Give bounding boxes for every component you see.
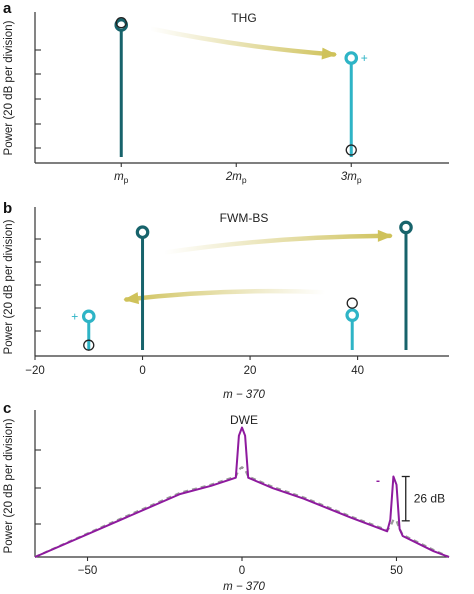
panel-a-letter: a — [3, 0, 12, 17]
panel-b-stem-marker-2 — [81, 309, 96, 324]
panel-c-bracket-label: 26 dB — [414, 492, 445, 506]
panel-a-arrow-0-head — [321, 47, 337, 60]
panel-c-series-solid — [34, 426, 450, 558]
panel-c-y-label: Power (20 dB per division) — [3, 418, 15, 553]
panel-a-y-ticks — [35, 49, 41, 149]
panel-c-lines — [34, 426, 450, 559]
panel-c-annotations: 26 dB - — [376, 474, 445, 522]
panel-a-stem-marker-1 — [344, 51, 359, 65]
panel-a-x-ticks: mp 2mp 3mp — [114, 163, 362, 185]
panel-b-x-tick-label-0: −20 — [25, 365, 45, 377]
panel-b-arrow-0-head — [377, 229, 393, 242]
panel-b-arrow-0-shaft — [161, 233, 393, 255]
panel-b-stem-marker-1 — [399, 220, 413, 235]
panel-a-open-circle-0 — [115, 16, 127, 29]
panel-a-marks: + — [114, 16, 368, 157]
panel-c-x-tick-label-1: 0 — [239, 565, 245, 577]
panel-c-x-ticks: −50 0 50 — [78, 557, 403, 577]
panel-c-y-ticks — [35, 449, 41, 525]
panel-c-title: DWE — [230, 413, 258, 427]
panel-b-x-tick-label-3: 40 — [351, 365, 364, 377]
panel-a: a THG + mp 2mp 3mp Power (20 dB per divisi… — [3, 0, 449, 185]
panel-c-x-tick-label-0: −50 — [78, 565, 98, 577]
panel-b-open-circle-0 — [83, 339, 95, 351]
panel-c-series-dashed — [34, 466, 450, 559]
panel-b-stem-marker-0 — [135, 225, 150, 240]
panel-a-arrows — [147, 26, 337, 60]
panel-c-x-label: m − 370 — [223, 581, 265, 593]
panel-a-stem-marker-0 — [114, 18, 129, 32]
panel-b-arrows — [123, 229, 393, 305]
panel-b-arrow-1-shaft — [124, 288, 328, 302]
panel-b-stem-marker-3 — [345, 308, 360, 322]
panel-b-arrow-1-head — [123, 292, 140, 305]
panel-a-x-tick-label-1: 2mp — [225, 171, 247, 185]
panel-b-x-tick-label-2: 20 — [244, 365, 257, 377]
panel-c: c DWE 26 dB - −50 0 50 Power (20 dB per div… — [3, 400, 450, 593]
panel-b-marks: + — [71, 220, 413, 351]
panel-c-letter: c — [3, 400, 11, 417]
panel-a-sign-0: + — [361, 51, 368, 65]
panel-c-x-tick-label-2: 50 — [390, 565, 403, 577]
panel-a-y-label: Power (20 dB per division) — [3, 20, 15, 155]
panel-b-letter: b — [3, 200, 12, 217]
panel-b-x-ticks: −20 0 20 40 — [25, 356, 364, 377]
panel-b-x-tick-label-1: 0 — [139, 365, 145, 377]
panel-a-arrow-0-shaft — [147, 26, 337, 57]
panel-b-sign-0: + — [71, 309, 78, 323]
panel-b: b FWM-BS + −20 0 20 40 Power (20 dB per div… — [3, 200, 449, 401]
panel-a-title: THG — [231, 11, 256, 25]
panel-a-x-tick-label-2: 3mp — [341, 171, 362, 185]
panel-b-open-circle-1 — [346, 297, 358, 309]
panel-b-title: FWM-BS — [220, 211, 269, 225]
panel-b-y-label: Power (20 dB per division) — [3, 219, 15, 354]
panel-c-minus-sign: - — [376, 474, 380, 488]
panel-a-x-tick-label-0: mp — [114, 171, 129, 185]
panel-b-x-label: m − 370 — [223, 389, 265, 401]
panel-a-open-circle-1 — [345, 144, 357, 156]
panel-b-y-ticks — [35, 238, 41, 332]
